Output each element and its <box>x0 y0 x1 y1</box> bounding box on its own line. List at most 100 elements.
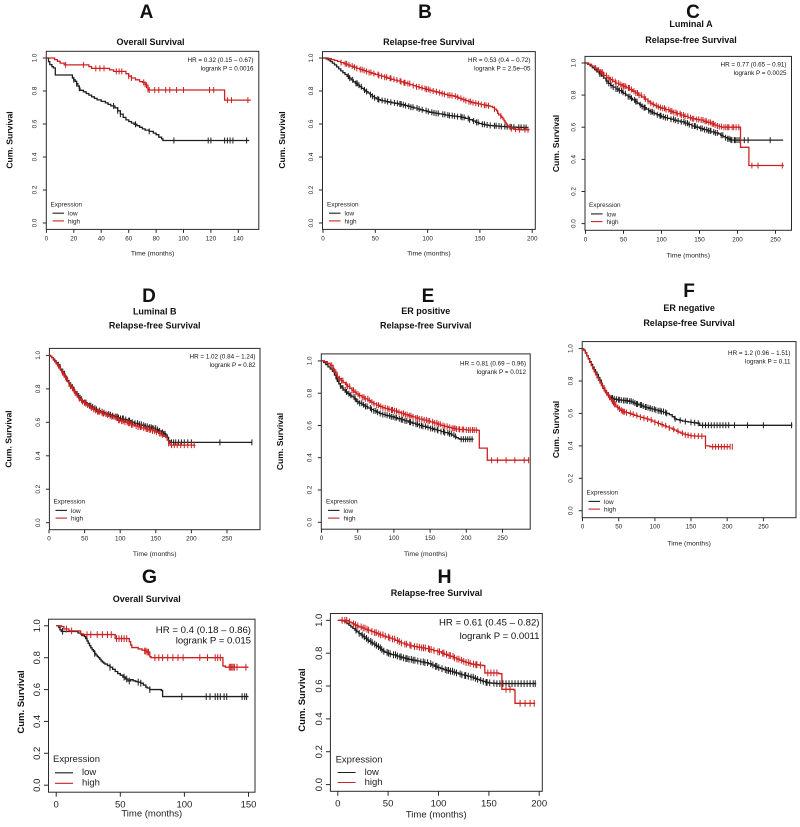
svg-text:150: 150 <box>481 799 497 810</box>
svg-text:Cum. Survival: Cum. Survival <box>16 670 27 733</box>
svg-text:0.6: 0.6 <box>307 421 314 430</box>
svg-text:0.0: 0.0 <box>308 218 315 227</box>
svg-text:0.2: 0.2 <box>35 484 42 493</box>
svg-text:logrank P = 0.82: logrank P = 0.82 <box>210 362 256 369</box>
svg-text:logrank P = 0.012: logrank P = 0.012 <box>477 369 527 376</box>
svg-text:Cum. Survival: Cum. Survival <box>277 111 287 168</box>
svg-text:0.6: 0.6 <box>308 119 315 128</box>
svg-text:F: F <box>683 281 695 302</box>
svg-text:B: B <box>418 2 432 23</box>
svg-text:Cum. Survival: Cum. Survival <box>551 115 561 172</box>
svg-text:Cum. Survival: Cum. Survival <box>5 111 15 168</box>
svg-text:Expression: Expression <box>587 490 619 497</box>
svg-text:HR = 0.32 (0.15 – 0.67): HR = 0.32 (0.15 – 0.67) <box>188 57 254 64</box>
svg-text:50: 50 <box>620 236 628 243</box>
svg-text:C: C <box>686 2 700 23</box>
svg-text:0.4: 0.4 <box>307 453 314 462</box>
svg-text:50: 50 <box>81 536 89 543</box>
svg-text:E: E <box>422 286 435 307</box>
svg-text:low: low <box>604 499 614 506</box>
svg-text:HR = 1.02 (0.84 – 1.24): HR = 1.02 (0.84 – 1.24) <box>190 354 256 361</box>
svg-text:Time (months): Time (months) <box>121 809 182 820</box>
svg-text:high: high <box>68 218 81 225</box>
svg-text:low: low <box>71 508 81 515</box>
svg-text:low: low <box>365 767 379 778</box>
svg-text:0.8: 0.8 <box>32 651 43 664</box>
svg-text:0: 0 <box>45 235 49 242</box>
svg-text:60: 60 <box>125 235 133 242</box>
svg-text:200: 200 <box>531 799 547 810</box>
svg-text:HR = 0.81 (0.69 – 0.96): HR = 0.81 (0.69 – 0.96) <box>460 361 526 368</box>
svg-text:H: H <box>437 566 451 588</box>
svg-text:150: 150 <box>694 236 705 243</box>
svg-text:250: 250 <box>758 524 769 531</box>
svg-text:high: high <box>607 219 620 226</box>
svg-text:G: G <box>142 566 157 588</box>
svg-text:Time (months): Time (months) <box>667 541 711 548</box>
svg-text:Time (months): Time (months) <box>131 251 175 258</box>
svg-text:Time (months): Time (months) <box>404 551 448 558</box>
svg-text:high: high <box>365 777 383 788</box>
svg-text:HR = 0.53 (0.4 – 0.72): HR = 0.53 (0.4 – 0.72) <box>468 57 530 64</box>
svg-text:Relapse-free Survival: Relapse-free Survival <box>645 35 737 45</box>
svg-text:80: 80 <box>153 235 161 242</box>
svg-text:0.0: 0.0 <box>32 779 43 792</box>
svg-text:250: 250 <box>770 236 781 243</box>
svg-text:0.4: 0.4 <box>568 441 575 450</box>
svg-text:Expression: Expression <box>336 755 383 766</box>
svg-text:HR = 1.2 (0.96 – 1.51): HR = 1.2 (0.96 – 1.51) <box>728 350 790 357</box>
svg-text:0.4: 0.4 <box>570 155 577 164</box>
svg-text:0.6: 0.6 <box>32 119 39 128</box>
svg-text:Relapse-free Survival: Relapse-free Survival <box>109 321 201 331</box>
svg-text:0.8: 0.8 <box>35 384 42 393</box>
svg-text:40: 40 <box>98 235 106 242</box>
svg-text:0: 0 <box>320 535 324 542</box>
svg-text:200: 200 <box>722 524 733 531</box>
svg-text:120: 120 <box>206 235 217 242</box>
svg-text:Time (months): Time (months) <box>133 551 177 558</box>
svg-text:100: 100 <box>389 535 400 542</box>
svg-text:100: 100 <box>431 799 447 810</box>
svg-text:1.0: 1.0 <box>314 614 325 627</box>
svg-text:low: low <box>607 211 617 218</box>
svg-text:200: 200 <box>527 235 538 242</box>
svg-text:0: 0 <box>54 799 59 810</box>
svg-text:Expression: Expression <box>327 201 359 208</box>
svg-text:0.4: 0.4 <box>32 715 43 728</box>
svg-text:140: 140 <box>233 235 244 242</box>
svg-text:0.0: 0.0 <box>568 506 575 515</box>
svg-text:0: 0 <box>47 536 51 543</box>
svg-text:0.6: 0.6 <box>570 122 577 131</box>
svg-text:1.0: 1.0 <box>307 356 314 365</box>
svg-text:logrank P = 0.0025: logrank P = 0.0025 <box>734 70 787 77</box>
svg-text:0.2: 0.2 <box>307 485 314 494</box>
svg-text:0: 0 <box>335 799 340 810</box>
svg-text:0.2: 0.2 <box>32 185 39 194</box>
svg-text:0.0: 0.0 <box>570 219 577 228</box>
svg-text:200: 200 <box>186 536 197 543</box>
svg-text:0.0: 0.0 <box>35 518 42 527</box>
svg-text:0.2: 0.2 <box>308 185 315 194</box>
svg-text:Luminal B: Luminal B <box>133 307 177 317</box>
svg-text:high: high <box>345 218 358 225</box>
svg-text:50: 50 <box>615 524 623 531</box>
svg-text:1.0: 1.0 <box>32 53 39 62</box>
svg-text:50: 50 <box>383 799 394 810</box>
svg-text:1.0: 1.0 <box>568 344 575 353</box>
svg-text:Overall Survival: Overall Survival <box>116 37 184 47</box>
svg-text:250: 250 <box>222 536 233 543</box>
svg-text:0.0: 0.0 <box>314 778 325 791</box>
svg-text:low: low <box>345 211 355 218</box>
svg-text:50: 50 <box>372 235 380 242</box>
svg-text:0.4: 0.4 <box>308 152 315 161</box>
svg-text:0.8: 0.8 <box>568 376 575 385</box>
svg-text:Cum. Survival: Cum. Survival <box>4 410 14 467</box>
svg-text:Time (months): Time (months) <box>407 251 451 258</box>
svg-text:1.0: 1.0 <box>570 58 577 67</box>
svg-text:0.2: 0.2 <box>568 473 575 482</box>
svg-text:Expression: Expression <box>326 499 358 506</box>
svg-text:0.6: 0.6 <box>35 417 42 426</box>
svg-text:Overall Survival: Overall Survival <box>113 594 181 604</box>
svg-text:0: 0 <box>321 235 325 242</box>
svg-text:100: 100 <box>115 536 126 543</box>
